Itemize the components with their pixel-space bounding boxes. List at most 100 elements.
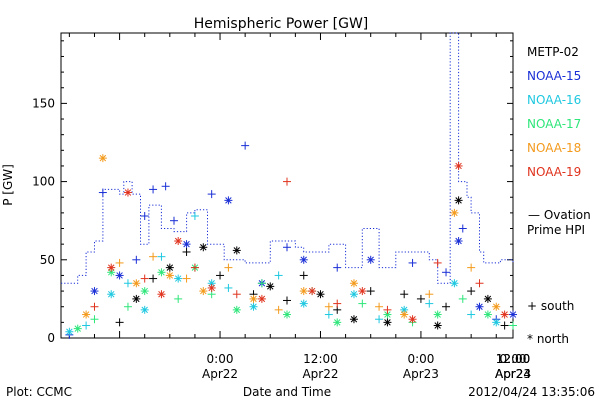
north-point [207,283,216,292]
south-point [216,271,225,280]
north-point [349,290,358,299]
south-point [283,243,291,252]
north-point [450,279,459,288]
north-point [400,310,409,319]
series-noaa-18 [82,154,501,319]
north-point [299,287,308,296]
north-point [107,290,116,299]
north-point [333,318,342,327]
south-point [425,299,434,308]
south-point [467,263,476,272]
north-point [483,310,492,319]
south-point [467,310,476,319]
north-point [107,268,116,277]
y-tick-label: 0 [47,331,55,345]
north-point [358,287,367,296]
south-point [458,294,467,303]
north-point [165,263,174,272]
x-tick-time-label: 0:00 [407,352,434,366]
south-point [383,305,392,314]
north-point [492,302,501,311]
legend: METP-02 NOAA-15 NOAA-16 NOAA-17 NOAA-18 NOAA-… [527,45,581,179]
north-point [299,299,308,308]
south-point [182,247,191,256]
south-point [170,216,178,225]
south-point [82,321,91,330]
north-point [366,255,375,264]
south-point [475,279,484,288]
north-point [157,268,166,277]
north-point [433,321,442,330]
south-point [190,212,199,220]
north-point [492,318,501,327]
south-point [115,318,124,327]
north-point [433,310,442,319]
ovation-prime-hpi-line [61,32,514,284]
x-tick-time-label: 0:00 [207,352,234,366]
legend-entry: METP-02 [527,45,579,59]
south-point [400,290,409,299]
north-point [123,188,132,197]
x-tick-date-label: Apr23 [495,367,531,381]
ovation-line [61,32,514,284]
north-point [115,271,124,280]
north-point [454,161,463,170]
north-point [224,196,233,205]
x-tick-time-label: 0:00 [500,352,527,366]
north-point [450,208,459,217]
south-point [299,271,308,280]
legend-entry: NOAA-19 [527,165,581,179]
x-tick-date-label: Apr22 [302,367,338,381]
series-noaa-19 [90,161,509,324]
south-point [115,258,124,267]
y-tick-label: 100 [32,175,55,189]
south-point [90,315,99,324]
north-point [266,282,275,291]
south-point [408,258,417,267]
south-point [425,290,434,299]
north-point [98,154,107,163]
footer-credit: Plot: CCMC [6,385,72,399]
south-point [324,310,333,319]
north-point [182,240,191,249]
south-point [149,252,158,261]
south-point [458,224,467,233]
south-point [157,252,166,261]
south-point [283,177,291,186]
north-point [132,279,141,288]
x-tick-time-label: 12:00 [303,352,338,366]
north-point [454,237,463,246]
south-point [375,302,384,311]
series-metp-02 [115,196,509,330]
south-point [509,321,517,330]
south-point [241,141,250,150]
south-point [149,185,158,194]
south-point [442,302,451,311]
south-point [140,274,149,283]
north-point [82,310,91,319]
legend-entry: NOAA-15 [527,69,581,83]
south-point [416,294,425,303]
south-point [366,287,375,296]
north-point [475,302,484,311]
north-point [199,243,208,252]
south-point [149,274,158,283]
legend-entry: NOAA-16 [527,93,581,107]
south-point [224,263,233,272]
y-tick-label: 50 [40,253,55,267]
south-point [174,294,183,303]
ovation-legend-line1: — Ovation [528,208,591,222]
x-tick-date-label: Apr22 [202,367,238,381]
south-point [123,279,132,288]
south-point [140,212,149,220]
south-point [232,290,241,299]
north-point [509,310,517,319]
north-point [132,294,141,303]
x-axis: 0:00Apr2212:00Apr220:00Apr2312:00Apr230:… [68,33,531,381]
south-point [500,321,509,330]
north-point [107,263,116,272]
south-point [375,315,384,324]
series-noaa-17 [73,263,517,333]
north-point [207,279,216,288]
